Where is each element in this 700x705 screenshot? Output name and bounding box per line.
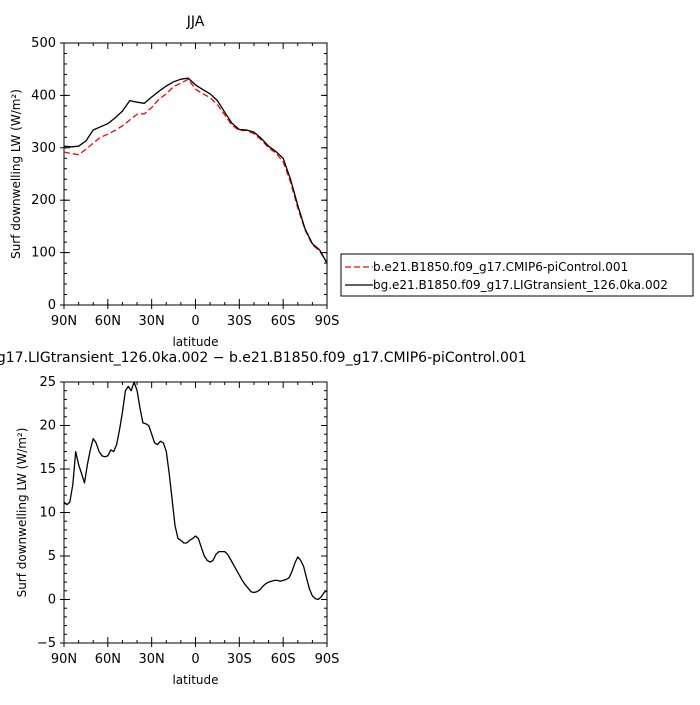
x-tick-label: 30N <box>139 314 165 329</box>
y-tick-label: 500 <box>31 36 56 51</box>
y-tick-label: 5 <box>48 549 56 564</box>
y-axis-title: Surf downwelling LW (W/m²) <box>15 428 29 598</box>
y-tick-label: 0 <box>48 298 56 313</box>
x-tick-label: 90S <box>315 652 340 667</box>
y-tick-label: 0 <box>48 593 56 608</box>
chart-bottom-difference: bg.e21.B1850.f09_g17.LIGtransient_126.0k… <box>0 350 527 687</box>
y-tick-label: 200 <box>31 193 56 208</box>
y-tick-label: 15 <box>39 462 56 477</box>
legend-label: b.e21.B1850.f09_g17.CMIP6-piControl.001 <box>373 260 628 274</box>
y-tick-label: 10 <box>39 506 56 521</box>
plot-frame <box>63 381 328 644</box>
chart-title: JJA <box>186 14 205 30</box>
x-tick-label: 30S <box>227 652 252 667</box>
x-tick-label: 30N <box>139 652 165 667</box>
x-tick-label: 0 <box>191 652 199 667</box>
x-tick-label: 90S <box>315 314 340 329</box>
y-tick-label: 100 <box>31 246 56 261</box>
x-axis-title: latitude <box>172 335 218 349</box>
series-line-0 <box>64 78 327 264</box>
x-tick-label: 60S <box>271 652 296 667</box>
x-tick-label: 90N <box>51 314 77 329</box>
x-tick-label: 60S <box>271 314 296 329</box>
legend: b.e21.B1850.f09_g17.CMIP6-piControl.001b… <box>340 253 694 297</box>
y-tick-label: 400 <box>31 88 56 103</box>
x-tick-label: 60N <box>95 314 121 329</box>
y-axis-title: Surf downwelling LW (W/m²) <box>9 89 23 259</box>
x-tick-label: 60N <box>95 652 121 667</box>
series-line-1 <box>64 77 327 264</box>
y-tick-label: −5 <box>37 636 56 651</box>
x-axis-title: latitude <box>172 673 218 687</box>
legend-box <box>340 253 694 297</box>
y-tick-label: 20 <box>39 419 56 434</box>
legend-label: bg.e21.B1850.f09_g17.LIGtransient_126.0k… <box>373 278 668 292</box>
x-tick-label: 30S <box>227 314 252 329</box>
y-tick-label: 300 <box>31 141 56 156</box>
y-tick-label: 25 <box>39 375 56 390</box>
series-line-0 <box>64 382 327 601</box>
x-tick-label: 0 <box>191 314 199 329</box>
x-tick-label: 90N <box>51 652 77 667</box>
chart-title: bg.e21.B1850.f09_g17.LIGtransient_126.0k… <box>0 350 527 366</box>
chart-top-jja: JJA 90N 60N 30N 0 30S 60S 90S 0 100 200 300 400 500 la… <box>9 14 694 349</box>
